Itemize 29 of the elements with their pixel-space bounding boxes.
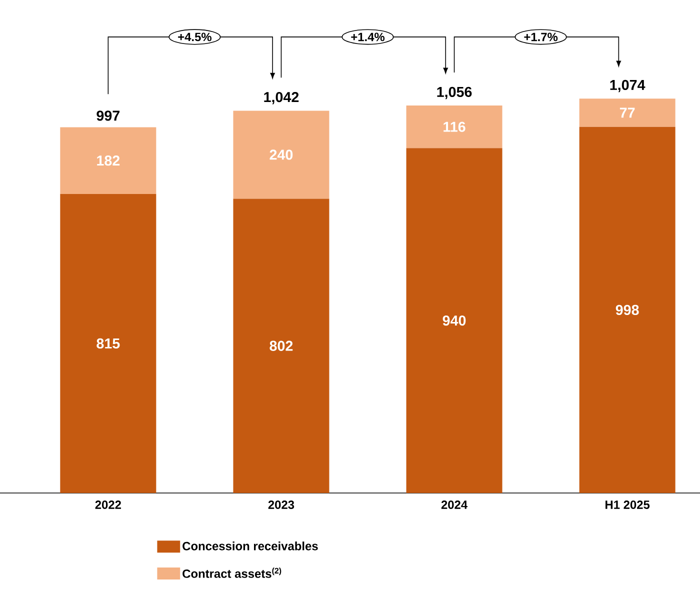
bar — [406, 106, 502, 148]
total-label: 997 — [96, 110, 120, 121]
x-tick-label: H1 2025 — [606, 500, 650, 509]
total-label: 1,042 — [264, 92, 299, 104]
data-label: 815 — [96, 338, 120, 349]
bar — [233, 110, 330, 199]
text: +1.4% — [351, 32, 385, 42]
bar — [233, 198, 330, 493]
data-label: 940 — [442, 315, 466, 326]
x-tick-label: 2023 — [268, 500, 294, 509]
data-label: 240 — [270, 150, 293, 160]
data-label: 116 — [444, 122, 466, 132]
legend-label: Contract assets$^{(2)}$ — [182, 568, 282, 578]
total-label: 1,056 — [437, 86, 472, 100]
data-label: 998 — [616, 304, 639, 315]
bar — [406, 148, 502, 493]
text: +4.5% — [178, 32, 212, 42]
x-tick-label: 2022 — [95, 500, 121, 509]
data-label: 182 — [97, 156, 120, 166]
x-tick-label: 2024 — [441, 500, 468, 509]
bar — [60, 127, 156, 194]
data-label: 77 — [620, 108, 635, 118]
bar — [579, 126, 676, 493]
text: +1.7% — [524, 32, 558, 42]
legend-label: Concession receivables — [182, 542, 318, 550]
bar — [579, 98, 676, 127]
bar — [60, 194, 156, 493]
data-label: 802 — [270, 340, 293, 351]
total-label: 1,074 — [610, 80, 646, 92]
